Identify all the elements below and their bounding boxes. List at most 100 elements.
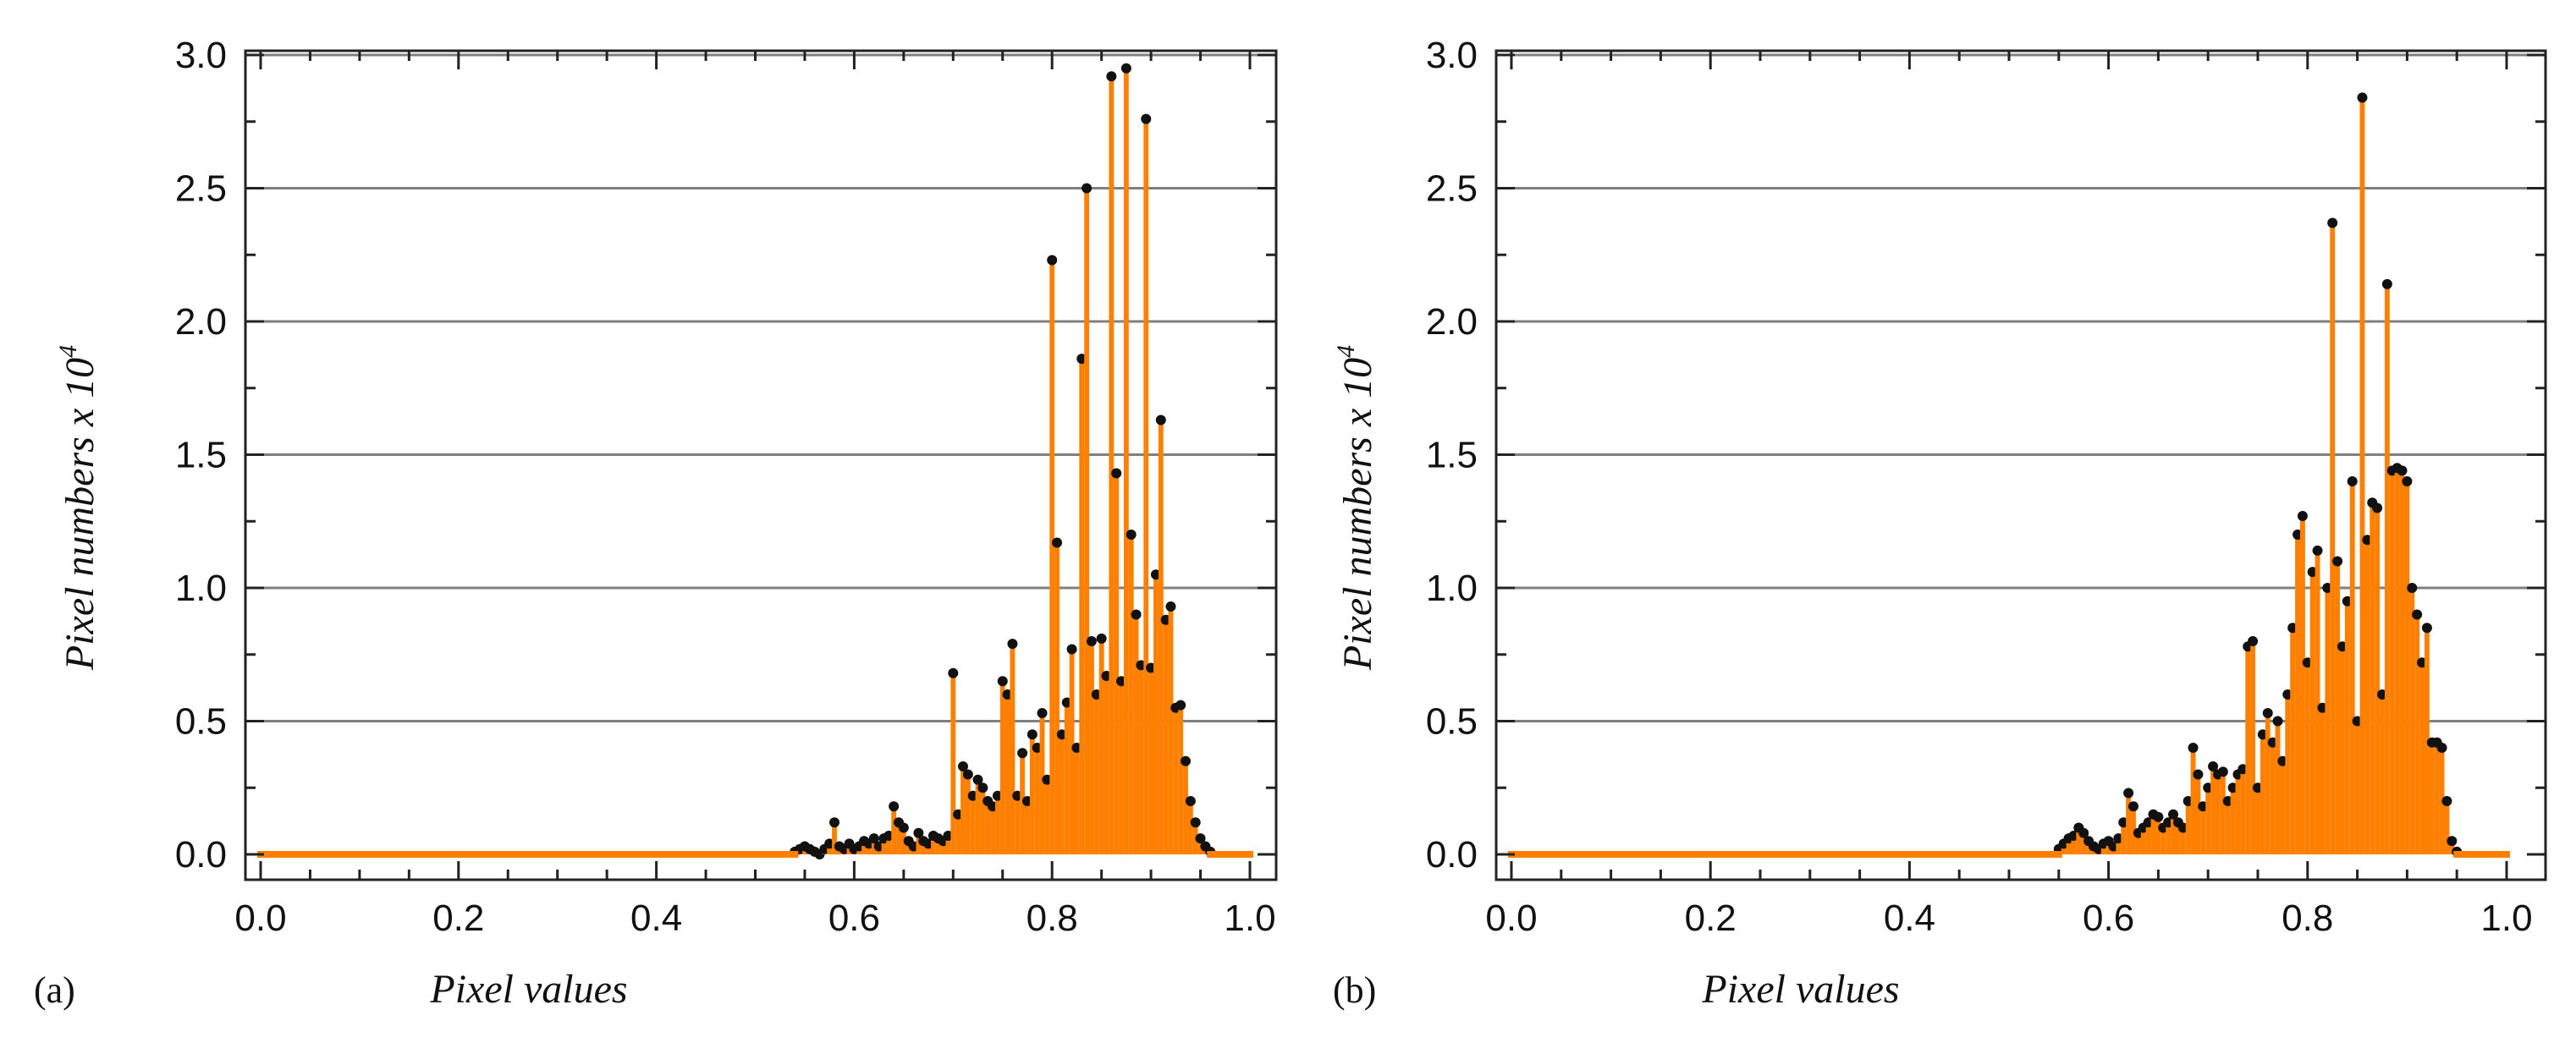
baseline-point [1517, 851, 1525, 858]
bar [1173, 707, 1179, 854]
baseline-point [781, 851, 789, 858]
data-point [2272, 716, 2283, 727]
baseline-point [499, 851, 507, 858]
baseline-point [445, 851, 453, 858]
x-tick-label: 0.2 [1685, 898, 1737, 939]
baseline-point [1617, 851, 1625, 858]
baseline-point [1836, 851, 1844, 858]
chart-panel-a: 0.0 0.2 0.4 0.6 0.8 1.0 0.0 0.5 1.0 1.5 2.0 2.5 3.0… [34, 35, 1278, 1012]
baseline-point [400, 851, 408, 858]
baseline-point [1241, 851, 1249, 858]
baseline-point [1876, 851, 1884, 858]
bar [2166, 822, 2171, 854]
baseline-point [311, 851, 319, 858]
chart-panel-b: 0.0 0.2 0.4 0.6 0.8 1.0 0.0 0.5 1.0 1.5 2.0 2.5 3.0… [1332, 35, 2547, 1012]
baseline-point [776, 851, 784, 858]
grid-lines [245, 53, 1276, 722]
bar [1089, 641, 1094, 854]
x-tick-label: 1.0 [2480, 898, 2532, 939]
y-tick-label: 2.0 [1426, 301, 1478, 343]
bar [2086, 841, 2092, 854]
bar [2414, 614, 2420, 854]
baseline-point [1766, 851, 1774, 858]
bar [2349, 481, 2355, 854]
bar [1064, 702, 1070, 854]
bar [2155, 816, 2161, 854]
baseline-point [1906, 851, 1913, 858]
bar [2389, 470, 2395, 854]
baseline-point [1247, 851, 1253, 858]
baseline-point [1831, 851, 1839, 858]
panel-label-a: (a) [34, 969, 75, 1011]
baseline-point [1627, 851, 1635, 858]
data-point [1175, 700, 1186, 711]
baseline-point [741, 851, 749, 858]
baseline-point [504, 851, 512, 858]
baseline-point [1940, 851, 1948, 858]
baseline-point [628, 851, 636, 858]
bar [2270, 742, 2276, 854]
baseline-point [791, 851, 799, 858]
baseline-point [1901, 851, 1908, 858]
baseline-point [291, 851, 299, 858]
data-point [948, 667, 959, 678]
bar [2230, 788, 2236, 854]
baseline-point [1216, 851, 1224, 858]
bar [1138, 665, 1144, 854]
baseline-point [658, 851, 665, 858]
baseline-point [385, 851, 393, 858]
bar [832, 822, 837, 854]
baseline-point [712, 851, 719, 858]
bar [916, 832, 922, 854]
bar [2220, 771, 2226, 854]
baseline-point [371, 851, 378, 858]
bar [2061, 843, 2067, 854]
data-point [1106, 71, 1117, 82]
data-point [898, 822, 909, 833]
bar [999, 681, 1005, 854]
data-point [2441, 796, 2452, 806]
bar [2309, 572, 2315, 854]
data-point [1195, 833, 1206, 844]
bar [970, 795, 976, 854]
baseline-point [336, 851, 344, 858]
bar [1187, 801, 1193, 854]
baseline-point [1896, 851, 1903, 858]
bar [2215, 774, 2221, 854]
data-point [2168, 809, 2179, 820]
baseline-point [1990, 851, 1998, 858]
data-point [1155, 414, 1166, 425]
baseline-point [564, 851, 571, 858]
baseline-point [1925, 851, 1933, 858]
bar [2131, 806, 2136, 854]
baseline-point [692, 851, 700, 858]
bar [2126, 793, 2132, 854]
baseline-point [1226, 851, 1234, 858]
baseline-point [2468, 851, 2475, 858]
baseline-point [1622, 851, 1630, 858]
baseline-point [1522, 851, 1530, 858]
y-axis-label-exponent: 4 [54, 345, 82, 358]
y-tick-label: 2.0 [175, 301, 227, 343]
data-point [1120, 63, 1131, 74]
bar [2240, 769, 2246, 854]
baseline-point [484, 851, 492, 858]
baseline-point [1702, 851, 1709, 858]
y-tick-label: 2.5 [175, 168, 227, 210]
baseline-point [1607, 851, 1615, 858]
baseline-point [1891, 851, 1898, 858]
bar [1039, 713, 1045, 854]
bar [2340, 646, 2345, 854]
baseline-point [1851, 851, 1858, 858]
bar [1153, 574, 1159, 854]
baseline-point [361, 851, 368, 858]
baseline-point [1742, 851, 1749, 858]
data-point [962, 769, 973, 780]
bar [2250, 641, 2256, 854]
data-point [1111, 468, 1122, 479]
baseline-point [1930, 851, 1938, 858]
data-point [868, 833, 879, 844]
bar [2081, 832, 2087, 854]
baseline-point [663, 851, 670, 858]
baseline-point [420, 851, 427, 858]
